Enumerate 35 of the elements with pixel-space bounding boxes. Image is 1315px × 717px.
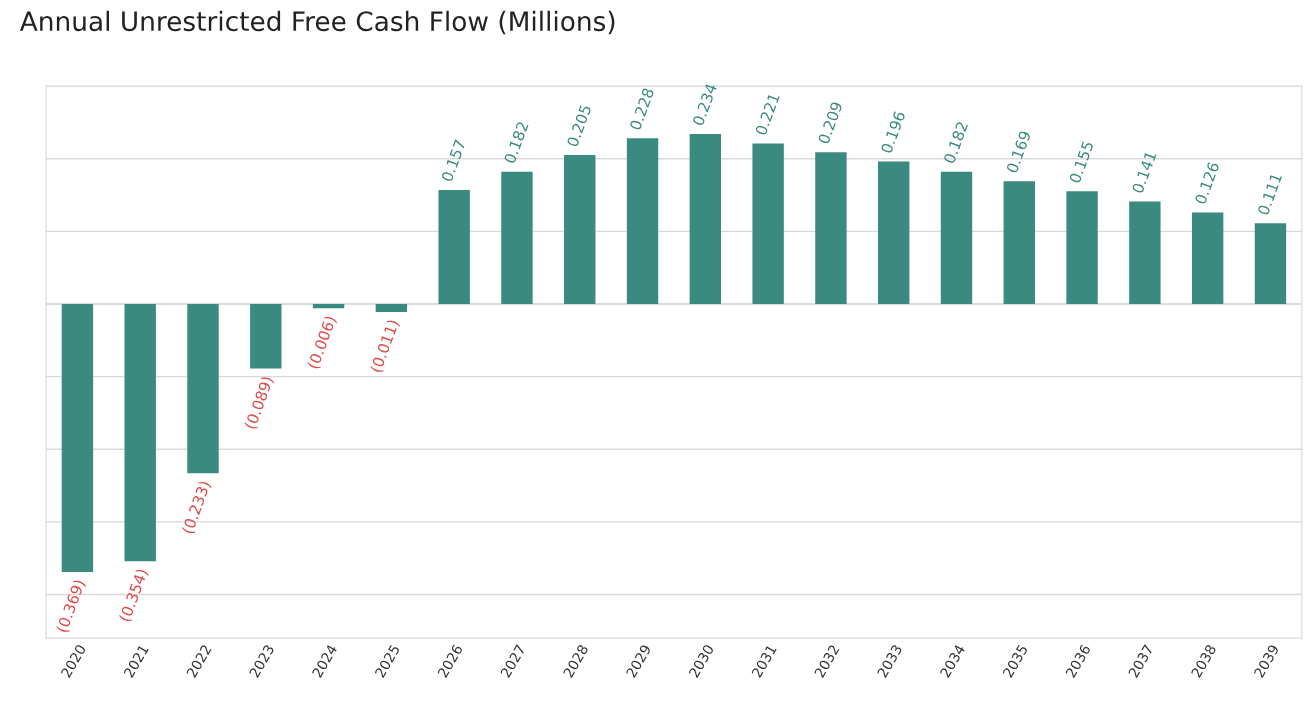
data-label: 0.205 [566,104,592,148]
bar [564,155,596,304]
bar [1003,181,1035,304]
bar [940,171,973,304]
bar [312,303,345,309]
data-label: 0.111 [1257,172,1283,216]
bar [1254,223,1287,304]
data-label: 0.169 [1005,130,1032,174]
bar [626,138,659,304]
data-label: 0.155 [1068,140,1094,184]
bar [61,303,94,573]
bar [501,171,533,304]
data-label: 0.209 [817,101,843,145]
bar [689,133,722,304]
data-label: 0.182 [503,121,529,164]
bar [1191,212,1224,304]
data-label: 0.196 [880,110,906,154]
bar [1066,191,1098,304]
bar [250,303,282,369]
bar [815,152,847,304]
data-label: 0.141 [1131,150,1157,194]
chart-title: Annual Unrestricted Free Cash Flow (Millions) [19,10,615,35]
bar [752,143,784,304]
bar [1129,201,1161,304]
data-label: 0.234 [692,82,718,127]
bar [878,161,910,304]
data-label: 0.157 [440,139,466,183]
data-label: 0.228 [629,87,655,131]
bar [187,303,219,474]
bar [438,189,470,304]
data-label: 0.221 [754,92,780,136]
bar [124,303,156,562]
data-label: 0.126 [1194,161,1220,205]
bar [375,303,408,312]
data-label: 0.182 [943,121,969,164]
